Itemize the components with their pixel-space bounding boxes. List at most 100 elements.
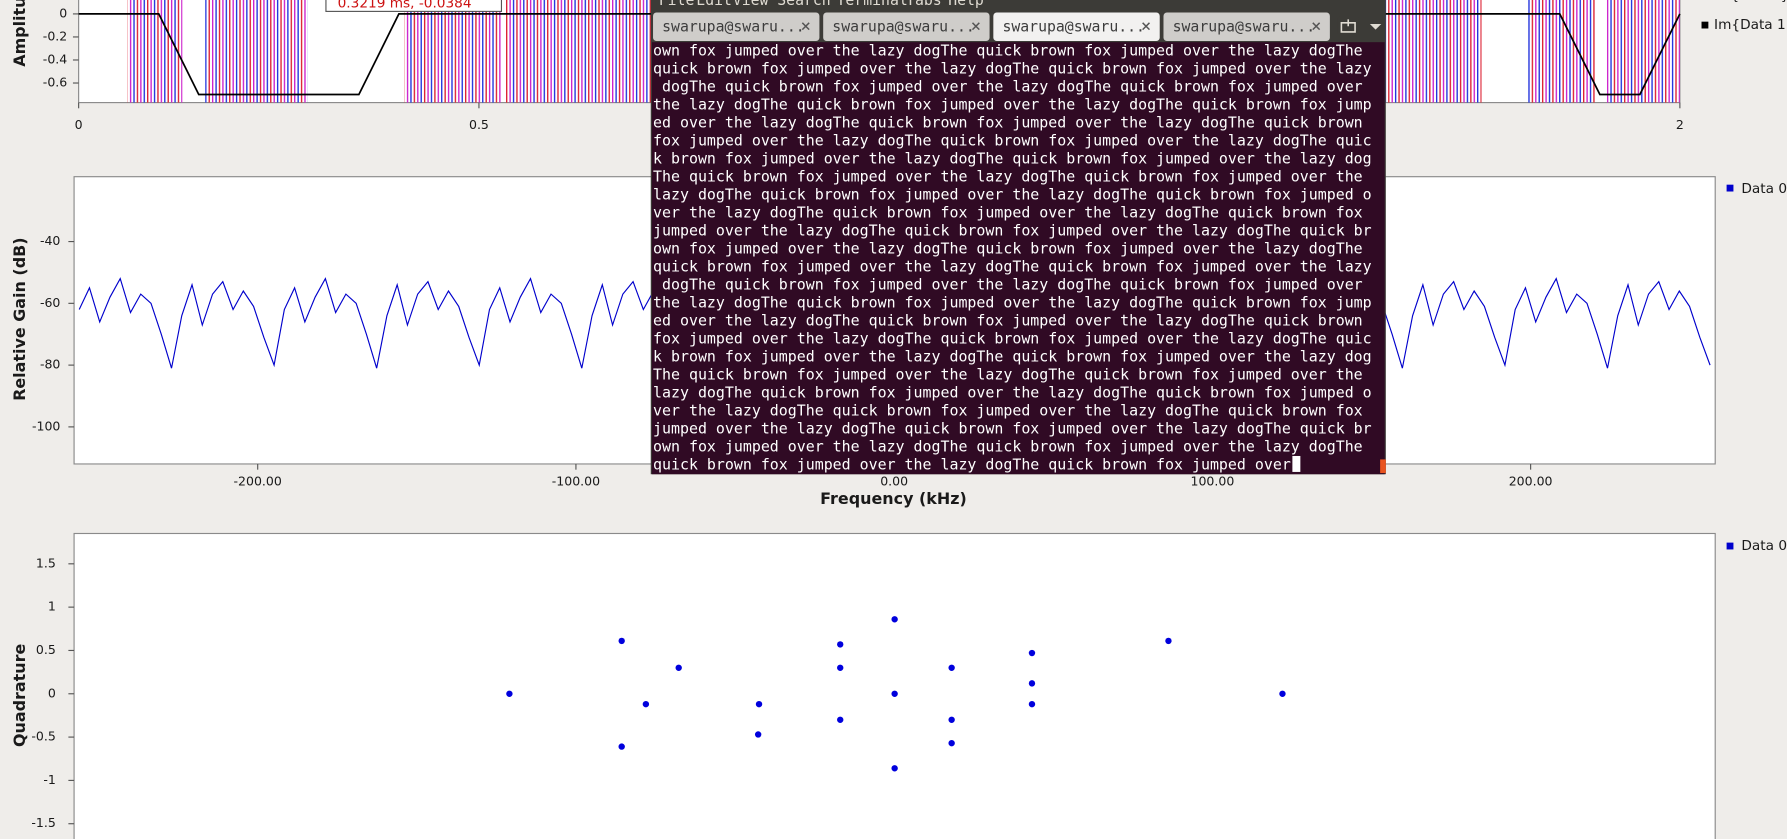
menu-item[interactable]: Terminal <box>837 0 908 9</box>
y-tick-label: 0 <box>59 5 67 20</box>
constellation-point <box>948 716 955 723</box>
y-tick-label: -40 <box>40 233 60 248</box>
terminal-line: ed over the lazy dogThe quick brown fox … <box>653 311 1363 329</box>
terminal-line: lazy dogThe quick brown fox jumped over … <box>653 384 1372 402</box>
terminal-line: quick brown fox jumped over the lazy dog… <box>653 257 1372 275</box>
signal-burst <box>205 0 308 103</box>
annotation: 0.3219 ms, -0.0384 <box>338 0 472 11</box>
y-tick-label: -0.4 <box>43 51 67 66</box>
menu-item[interactable]: Tabs <box>906 0 942 9</box>
legend-swatch <box>1701 21 1709 29</box>
constellation-point <box>891 616 898 623</box>
terminal-line: the lazy dogThe quick brown fox jumped o… <box>653 293 1372 311</box>
x-tick-label: 0.5 <box>469 117 489 132</box>
constellation-point <box>891 765 898 772</box>
x-tick-label: 2 <box>1676 117 1684 132</box>
x-tick-label: 100.00 <box>1190 474 1234 489</box>
constellation-point <box>948 739 955 747</box>
menu-item[interactable]: Search <box>777 0 830 9</box>
tab-background <box>1163 12 1330 42</box>
y-tick-label: 1.5 <box>36 555 56 570</box>
terminal-line: jumped over the lazy dogThe quick brown … <box>653 221 1372 239</box>
terminal-line: jumped over the lazy dogThe quick brown … <box>653 420 1372 438</box>
constellation-point <box>675 664 682 671</box>
terminal-text: own fox jumped over the lazy dogThe quic… <box>653 41 1372 473</box>
y-axis-label: Relative Gain (dB) <box>10 237 29 400</box>
cursor <box>1292 455 1301 472</box>
constellation-point <box>755 700 763 708</box>
tab[interactable]: swarupa@swaru... <box>993 12 1160 42</box>
menu-item[interactable]: Edit <box>696 0 732 9</box>
y-tick-label: -0.2 <box>43 28 67 43</box>
tab-title: swarupa@swaru... <box>662 18 805 35</box>
x-tick-label: -200.00 <box>234 474 282 489</box>
y-tick-label: 0 <box>48 685 56 700</box>
terminal-line: own fox jumped over the lazy dogThe quic… <box>653 438 1363 456</box>
tab-close[interactable] <box>801 22 810 31</box>
constellation-point <box>837 641 844 648</box>
constellation-point <box>1028 680 1036 687</box>
x-tick-label: 0.00 <box>880 474 908 489</box>
new-tab-button[interactable] <box>1337 15 1359 37</box>
tab-background <box>993 12 1160 42</box>
terminal-line: The quick brown fox jumped over the lazy… <box>653 365 1363 383</box>
terminal-line: ver the lazy dogThe quick brown fox jump… <box>653 203 1363 221</box>
constellation-frame <box>73 532 1716 839</box>
tab-background <box>823 12 990 42</box>
terminal-line: quick brown fox jumped over the lazy dog… <box>653 59 1372 77</box>
constellation-point <box>1165 637 1172 645</box>
constellation-point <box>1028 649 1036 657</box>
y-axis-label: Amplitude <box>10 0 29 67</box>
terminal-line: k brown fox jumped over the lazy dogThe … <box>653 149 1372 167</box>
legend-entry: Re{Data 1} <box>1715 0 1787 3</box>
new-tab-icon <box>1340 19 1356 33</box>
tab[interactable]: swarupa@swaru... <box>653 12 820 42</box>
tab-close[interactable] <box>1142 22 1150 31</box>
menu-item[interactable]: Help <box>948 0 984 9</box>
menu-item[interactable]: File <box>659 0 695 9</box>
constellation-point <box>837 716 844 723</box>
legend-swatch <box>1726 542 1734 550</box>
signal-bursts <box>127 0 1680 103</box>
y-axis-label: Quadrature <box>10 644 29 748</box>
tab-title: swarupa@swaru... <box>832 18 975 35</box>
tab[interactable]: swarupa@swaru... <box>823 12 990 42</box>
tab-close[interactable] <box>971 22 980 31</box>
legend-entry: Data 0 <box>1741 538 1787 554</box>
constellation-point <box>618 743 625 750</box>
terminal-line: ed over the lazy dogThe quick brown fox … <box>653 113 1363 131</box>
constellation-point <box>1279 690 1286 697</box>
terminal-line: k brown fox jumped over the lazy dogThe … <box>653 347 1372 365</box>
tab-menu-arrow[interactable] <box>1369 23 1382 30</box>
tab-title: swarupa@swaru... <box>1173 18 1316 35</box>
terminal-line: lazy dogThe quick brown fox jumped over … <box>653 185 1372 203</box>
annotation-box <box>325 0 503 12</box>
terminal-body <box>651 42 1385 475</box>
y-tick-label: -100 <box>32 418 60 433</box>
tab[interactable]: swarupa@swaru... <box>1163 12 1330 42</box>
terminal-line: fox jumped over the lazy dogThe quick br… <box>653 329 1372 347</box>
y-tick-label: -1.5 <box>31 815 55 830</box>
terminal-line: dogThe quick brown fox jumped over the l… <box>653 275 1363 293</box>
menu-item[interactable]: View <box>733 0 769 9</box>
signal-burst <box>1384 0 1482 103</box>
constellation-point <box>891 690 898 697</box>
legend-entry: Data 0 <box>1741 181 1787 197</box>
constellation-point <box>506 690 513 697</box>
tab-close[interactable] <box>1312 22 1321 31</box>
terminal-line: ver the lazy dogThe quick brown fox jump… <box>653 402 1363 420</box>
legend-entry: Im{Data 1} <box>1714 17 1787 33</box>
constellation-point <box>642 700 650 708</box>
constellation-point <box>754 731 762 738</box>
y-tick-label: 1 <box>48 599 56 614</box>
y-tick-label: -1 <box>43 772 55 787</box>
y-tick-label: -0.6 <box>43 75 67 90</box>
constellation-point <box>837 664 844 671</box>
signal-burst <box>404 0 502 103</box>
tab-title: swarupa@swaru... <box>1002 18 1145 35</box>
terminal-line: own fox jumped over the lazy dogThe quic… <box>653 41 1363 59</box>
constellation-point <box>1028 700 1036 708</box>
